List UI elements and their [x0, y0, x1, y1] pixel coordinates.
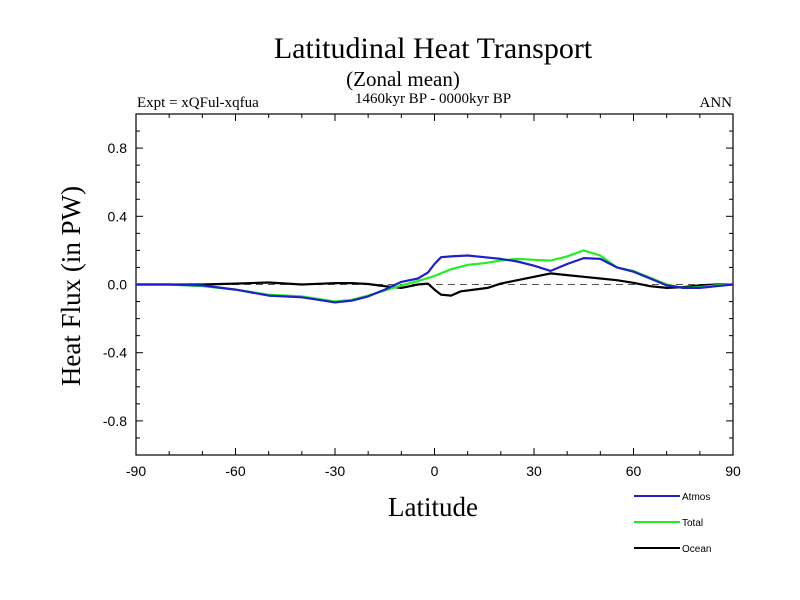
y-tick-label: -0.8 — [103, 413, 127, 429]
y-tick-label: 0.0 — [108, 277, 128, 293]
experiment-label: Expt = xQFul-xqfua — [137, 95, 259, 111]
season-label: ANN — [700, 95, 733, 111]
y-axis-label: Heat Flux (in PW) — [56, 186, 86, 386]
y-tick-label: 0.8 — [108, 140, 128, 156]
x-axis-label: Latitude — [388, 492, 478, 522]
x-tick-label: -60 — [225, 463, 245, 479]
x-tick-label: 30 — [526, 463, 542, 479]
chart-subtitle: (Zonal mean) — [346, 67, 460, 91]
x-tick-label: 0 — [431, 463, 439, 479]
y-tick-label: 0.4 — [108, 208, 128, 224]
x-tick-label: -90 — [126, 463, 146, 479]
x-tick-label: 90 — [725, 463, 741, 479]
x-tick-label: -30 — [325, 463, 345, 479]
legend-label-atmos: Atmos — [682, 492, 710, 503]
legend-label-total: Total — [682, 518, 703, 529]
legend-label-ocean: Ocean — [682, 544, 711, 555]
y-tick-label: -0.4 — [103, 345, 127, 361]
period-label: 1460kyr BP - 0000kyr BP — [355, 91, 511, 107]
x-tick-label: 60 — [626, 463, 642, 479]
legend: Atmos Total Ocean — [634, 492, 711, 555]
chart-title: Latitudinal Heat Transport — [274, 32, 593, 65]
series-line-atmos — [136, 254, 734, 304]
series-line-ocean — [136, 272, 733, 297]
